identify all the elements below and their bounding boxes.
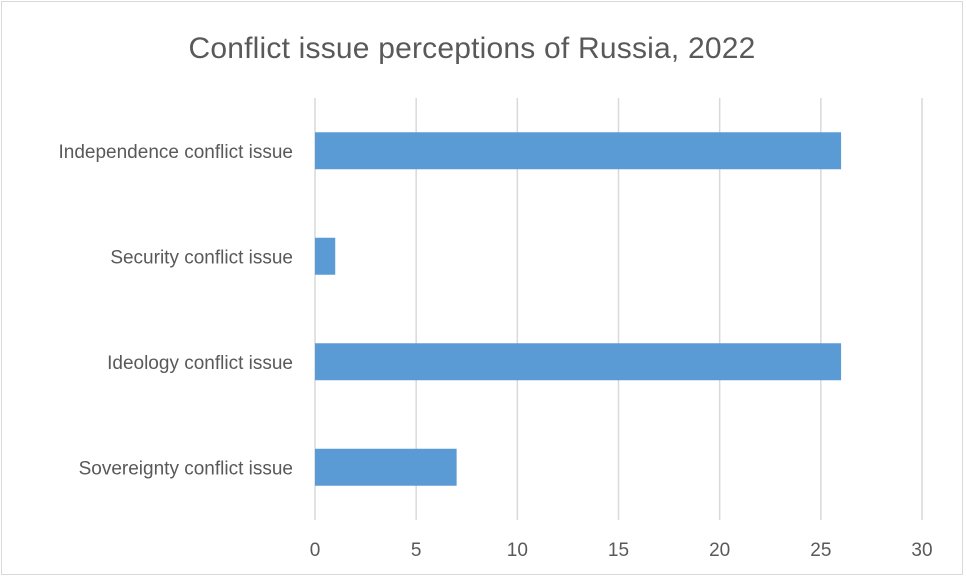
bars xyxy=(315,132,842,486)
x-tick-label: 25 xyxy=(810,540,831,561)
bar-ideology-conflict-issue xyxy=(315,343,842,381)
x-tick-label: 20 xyxy=(709,540,730,561)
category-labels: Independence conflict issue Security conf… xyxy=(59,142,294,480)
category-label: Security conflict issue xyxy=(110,247,293,268)
category-label: Sovereignty conflict issue xyxy=(79,458,293,479)
bar-independence-conflict-issue xyxy=(315,132,842,170)
x-tick-label: 15 xyxy=(608,540,629,561)
chart-title: Conflict issue perceptions of Russia, 20… xyxy=(188,32,756,65)
category-label: Ideology conflict issue xyxy=(107,353,293,374)
x-tick-label: 10 xyxy=(507,540,528,561)
x-tick-label: 30 xyxy=(911,540,932,561)
x-tick-label: 5 xyxy=(411,540,422,561)
bar-sovereignty-conflict-issue xyxy=(315,448,457,486)
bar-security-conflict-issue xyxy=(315,237,336,275)
x-tick-labels: 0 5 10 15 20 25 30 xyxy=(310,540,933,561)
category-label: Independence conflict issue xyxy=(59,142,294,163)
x-tick-label: 0 xyxy=(310,540,321,561)
